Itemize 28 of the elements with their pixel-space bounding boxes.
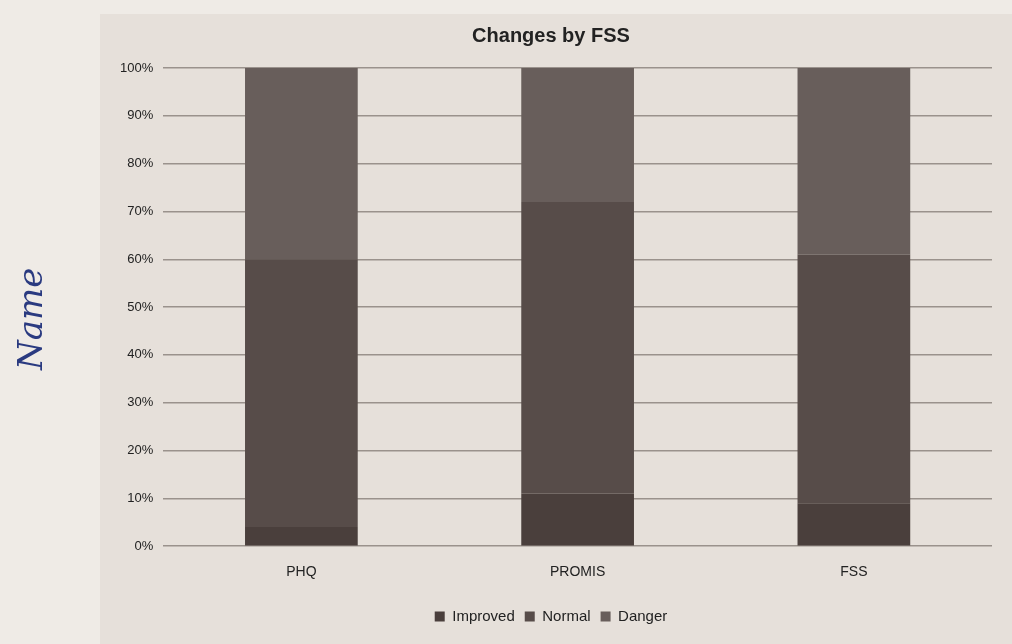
y-tick-label: 10% (127, 489, 154, 505)
bar (797, 254, 911, 504)
legend-label: Danger (618, 606, 668, 624)
x-tick-label: FSS (840, 563, 868, 580)
bar (797, 503, 911, 546)
y-tick-label: 50% (127, 298, 154, 314)
y-tick-label: 0% (134, 537, 154, 553)
bar (797, 68, 911, 255)
y-tick-label: 70% (127, 203, 154, 219)
bar (245, 527, 358, 546)
y-tick-label: 100% (120, 59, 154, 75)
chart-title: Changes by FSS (472, 23, 630, 46)
legend-label: Improved (452, 606, 515, 624)
y-tick-label: 20% (127, 442, 154, 458)
x-tick-label: PROMIS (550, 563, 606, 580)
legend-label: Normal (542, 606, 591, 624)
y-tick-label: 40% (127, 346, 154, 362)
y-tick-label: 30% (127, 394, 154, 410)
bar (521, 68, 634, 202)
bar (521, 201, 634, 494)
bar (245, 68, 358, 260)
bar (521, 493, 634, 546)
bar (245, 259, 358, 528)
y-tick-label: 90% (127, 107, 154, 123)
text: Name (10, 267, 50, 370)
x-tick-label: PHQ (286, 563, 317, 580)
y-tick-label: 80% (127, 155, 154, 171)
y-tick-label: 60% (127, 250, 154, 266)
